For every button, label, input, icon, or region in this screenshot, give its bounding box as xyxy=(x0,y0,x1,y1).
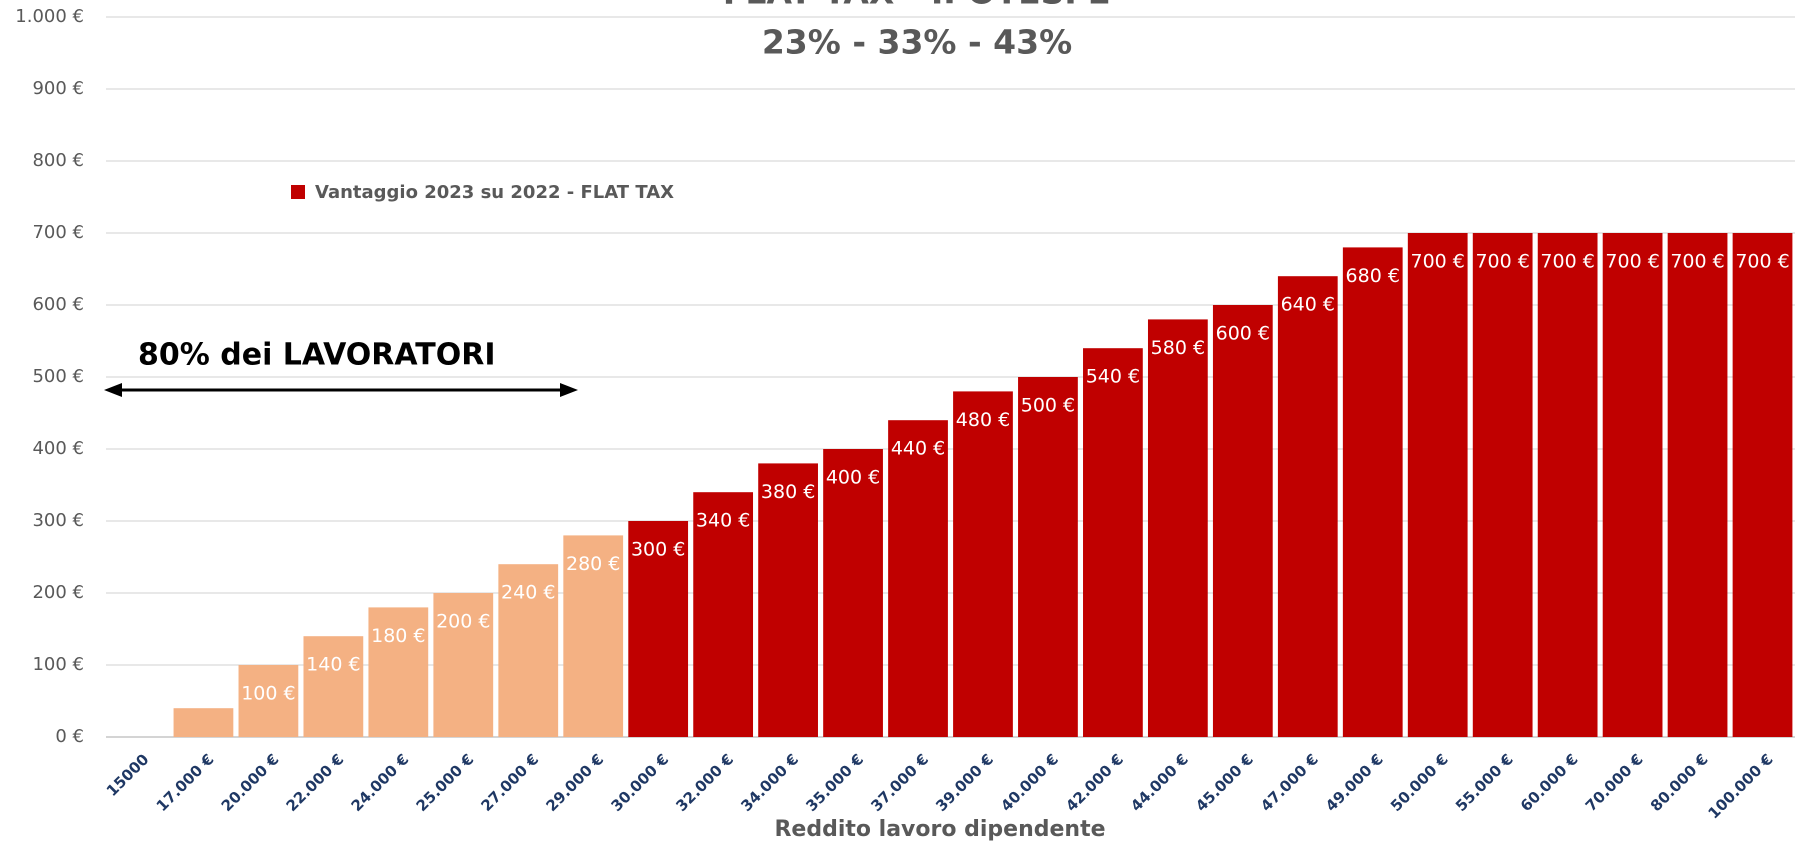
data-label: 100 € xyxy=(241,683,295,705)
legend-swatch xyxy=(291,185,305,199)
bar xyxy=(1667,233,1728,737)
x-tick-label: 32.000 € xyxy=(672,750,737,815)
data-label: 440 € xyxy=(891,438,945,460)
bar xyxy=(1212,305,1273,737)
bar xyxy=(1083,348,1143,737)
x-tick-label: 29.000 € xyxy=(542,750,607,815)
bar xyxy=(953,391,1013,737)
data-label: 700 € xyxy=(1475,251,1529,273)
bar xyxy=(823,449,883,737)
bar xyxy=(693,492,754,737)
y-tick-label: 200 € xyxy=(32,582,84,603)
data-label: 600 € xyxy=(1216,323,1270,345)
data-label: 540 € xyxy=(1086,366,1140,388)
bar xyxy=(498,564,559,737)
x-axis-title: Reddito lavoro dipendente xyxy=(774,817,1105,842)
y-tick-label: 700 € xyxy=(32,222,84,243)
x-tick-label: 15000 xyxy=(103,750,153,800)
data-label: 480 € xyxy=(956,409,1010,431)
x-tick-label: 42.000 € xyxy=(1062,750,1127,815)
bar xyxy=(758,463,818,737)
x-tick-label: 30.000 € xyxy=(607,750,672,815)
legend-label: Vantaggio 2023 su 2022 - FLAT TAX xyxy=(315,182,674,203)
y-tick-label: 100 € xyxy=(32,654,84,675)
x-tick-label: 24.000 € xyxy=(348,750,413,815)
data-label: 400 € xyxy=(826,467,880,489)
x-tick-label: 50.000 € xyxy=(1387,750,1452,815)
x-tick-label: 100.000 € xyxy=(1704,750,1776,822)
data-label: 700 € xyxy=(1670,251,1724,273)
y-tick-label: 400 € xyxy=(32,438,84,459)
y-tick-label: 1.000 € xyxy=(15,6,84,27)
x-tick-label: 27.000 € xyxy=(478,750,543,815)
x-tick-label: 34.000 € xyxy=(737,750,802,815)
bar xyxy=(1537,233,1598,737)
data-label: 700 € xyxy=(1540,251,1594,273)
bar xyxy=(173,708,234,737)
data-label: 180 € xyxy=(371,625,425,647)
x-tick-label: 40.000 € xyxy=(997,750,1062,815)
data-label: 580 € xyxy=(1151,337,1205,359)
bar xyxy=(1018,377,1078,737)
bar xyxy=(303,636,364,737)
data-label: 200 € xyxy=(436,611,490,633)
y-tick-label: 600 € xyxy=(32,294,84,315)
y-tick-label: 800 € xyxy=(32,150,84,171)
data-label: 240 € xyxy=(501,582,555,604)
data-label: 300 € xyxy=(631,539,685,561)
annotation: 80% dei LAVORATORI xyxy=(138,338,496,373)
x-tick-label: 35.000 € xyxy=(802,750,867,815)
x-tick-label: 37.000 € xyxy=(867,750,932,815)
bar xyxy=(563,535,624,737)
bar xyxy=(1147,319,1208,737)
y-tick-label: 0 € xyxy=(55,726,84,747)
x-tick-label: 70.000 € xyxy=(1582,750,1647,815)
x-tick-label: 80.000 € xyxy=(1647,750,1712,815)
x-tick-label: 39.000 € xyxy=(932,750,997,815)
data-label: 700 € xyxy=(1411,251,1465,273)
x-tick-label: 60.000 € xyxy=(1517,750,1582,815)
data-label: 680 € xyxy=(1346,265,1400,287)
chart-title: FLAT TAX - IPOTESI 2 xyxy=(723,0,1111,12)
bar xyxy=(628,521,689,737)
bar xyxy=(1342,247,1403,737)
x-tick-label: 47.000 € xyxy=(1257,750,1322,815)
bar xyxy=(433,593,494,737)
bar xyxy=(238,665,299,737)
x-tick-label: 20.000 € xyxy=(218,750,283,815)
y-tick-label: 500 € xyxy=(32,366,84,387)
data-label: 700 € xyxy=(1735,251,1789,273)
x-tick-label: 22.000 € xyxy=(283,750,348,815)
bar xyxy=(1407,233,1468,737)
y-tick-label: 300 € xyxy=(32,510,84,531)
x-tick-label: 55.000 € xyxy=(1452,750,1517,815)
bar xyxy=(1277,276,1338,737)
bar xyxy=(1602,233,1663,737)
data-label: 340 € xyxy=(696,510,750,532)
data-label: 380 € xyxy=(761,481,815,503)
chart-subtitle: 23% - 33% - 43% xyxy=(762,23,1072,62)
y-tick-label: 900 € xyxy=(32,78,84,99)
bar xyxy=(368,607,429,737)
bar xyxy=(1732,233,1793,737)
data-label: 700 € xyxy=(1605,251,1659,273)
data-label: 280 € xyxy=(566,553,620,575)
bar xyxy=(888,420,948,737)
x-tick-label: 25.000 € xyxy=(413,750,478,815)
bar xyxy=(1472,233,1533,737)
annotation-arrow xyxy=(104,383,578,397)
x-tick-label: 45.000 € xyxy=(1192,750,1257,815)
x-tick-label: 44.000 € xyxy=(1127,750,1192,815)
x-tick-label: 17.000 € xyxy=(153,750,218,815)
data-label: 140 € xyxy=(306,654,360,676)
data-label: 640 € xyxy=(1281,294,1335,316)
data-label: 500 € xyxy=(1021,395,1075,417)
x-tick-label: 49.000 € xyxy=(1322,750,1387,815)
